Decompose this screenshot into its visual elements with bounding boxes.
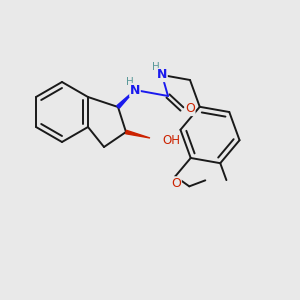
- Text: OH: OH: [162, 134, 180, 148]
- Text: H: H: [152, 62, 160, 72]
- Text: O: O: [185, 103, 195, 116]
- Text: O: O: [171, 177, 181, 190]
- Polygon shape: [126, 130, 150, 138]
- Polygon shape: [117, 90, 135, 108]
- Text: N: N: [130, 83, 140, 97]
- Text: N: N: [157, 68, 167, 82]
- Text: H: H: [126, 77, 134, 87]
